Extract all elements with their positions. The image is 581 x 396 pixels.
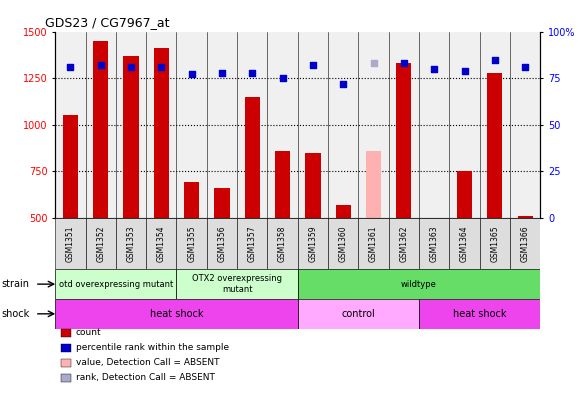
Point xyxy=(339,81,348,87)
Point xyxy=(278,75,287,81)
Bar xyxy=(55,218,85,269)
Point xyxy=(369,60,378,67)
Bar xyxy=(366,151,381,218)
Bar xyxy=(419,218,449,269)
Bar xyxy=(116,218,146,269)
Text: value, Detection Call = ABSENT: value, Detection Call = ABSENT xyxy=(76,358,219,367)
Bar xyxy=(237,218,267,269)
Point xyxy=(399,60,408,67)
Bar xyxy=(457,171,472,218)
Point xyxy=(309,62,318,69)
Bar xyxy=(358,218,389,269)
Text: GSM1357: GSM1357 xyxy=(248,225,257,262)
Text: GSM1363: GSM1363 xyxy=(430,225,439,262)
Text: GSM1355: GSM1355 xyxy=(187,225,196,262)
Point xyxy=(187,71,196,78)
Bar xyxy=(177,218,207,269)
Point xyxy=(66,64,75,70)
Text: GSM1356: GSM1356 xyxy=(217,225,227,262)
Bar xyxy=(487,72,503,218)
Bar xyxy=(214,188,229,218)
Text: heat shock: heat shock xyxy=(150,309,203,319)
Text: percentile rank within the sample: percentile rank within the sample xyxy=(76,343,229,352)
Bar xyxy=(449,218,480,269)
Bar xyxy=(297,299,419,329)
Point xyxy=(460,68,469,74)
Bar xyxy=(123,56,139,218)
Text: GSM1358: GSM1358 xyxy=(278,225,287,262)
Text: GDS23 / CG7967_at: GDS23 / CG7967_at xyxy=(45,16,170,29)
Bar xyxy=(419,299,540,329)
Point xyxy=(157,64,166,70)
Text: heat shock: heat shock xyxy=(453,309,507,319)
Bar xyxy=(55,299,297,329)
Bar xyxy=(297,218,328,269)
Point xyxy=(490,56,500,63)
Bar xyxy=(389,218,419,269)
Bar xyxy=(297,269,540,299)
Text: GSM1354: GSM1354 xyxy=(157,225,166,262)
Bar xyxy=(275,151,290,218)
Text: GSM1360: GSM1360 xyxy=(339,225,348,262)
Bar xyxy=(480,218,510,269)
Text: GSM1361: GSM1361 xyxy=(369,225,378,262)
Bar xyxy=(510,218,540,269)
Bar xyxy=(177,269,297,299)
Bar xyxy=(146,218,177,269)
Bar xyxy=(267,218,297,269)
Text: control: control xyxy=(342,309,375,319)
Text: count: count xyxy=(76,328,101,337)
Bar xyxy=(93,41,108,218)
Bar xyxy=(336,205,351,218)
Text: wildtype: wildtype xyxy=(401,280,437,289)
Text: GSM1362: GSM1362 xyxy=(399,225,408,262)
Text: OTX2 overexpressing
mutant: OTX2 overexpressing mutant xyxy=(192,274,282,294)
Point xyxy=(96,62,105,69)
Bar xyxy=(63,115,78,218)
Point xyxy=(429,66,439,72)
Bar xyxy=(306,152,321,218)
Point xyxy=(521,64,530,70)
Bar xyxy=(55,269,177,299)
Text: GSM1351: GSM1351 xyxy=(66,225,75,262)
Text: GSM1359: GSM1359 xyxy=(309,225,317,262)
Text: otd overexpressing mutant: otd overexpressing mutant xyxy=(59,280,173,289)
Bar xyxy=(396,63,411,218)
Text: strain: strain xyxy=(1,279,29,289)
Point xyxy=(126,64,135,70)
Bar xyxy=(184,183,199,218)
Bar xyxy=(207,218,237,269)
Text: GSM1352: GSM1352 xyxy=(96,225,105,262)
Text: GSM1365: GSM1365 xyxy=(490,225,499,262)
Point xyxy=(217,69,227,76)
Text: GSM1366: GSM1366 xyxy=(521,225,530,262)
Text: rank, Detection Call = ABSENT: rank, Detection Call = ABSENT xyxy=(76,373,214,382)
Bar xyxy=(328,218,358,269)
Bar xyxy=(245,97,260,218)
Bar xyxy=(518,216,533,218)
Text: GSM1353: GSM1353 xyxy=(127,225,135,262)
Text: GSM1364: GSM1364 xyxy=(460,225,469,262)
Bar xyxy=(85,218,116,269)
Point xyxy=(248,69,257,76)
Text: shock: shock xyxy=(1,309,30,319)
Bar xyxy=(154,48,169,218)
